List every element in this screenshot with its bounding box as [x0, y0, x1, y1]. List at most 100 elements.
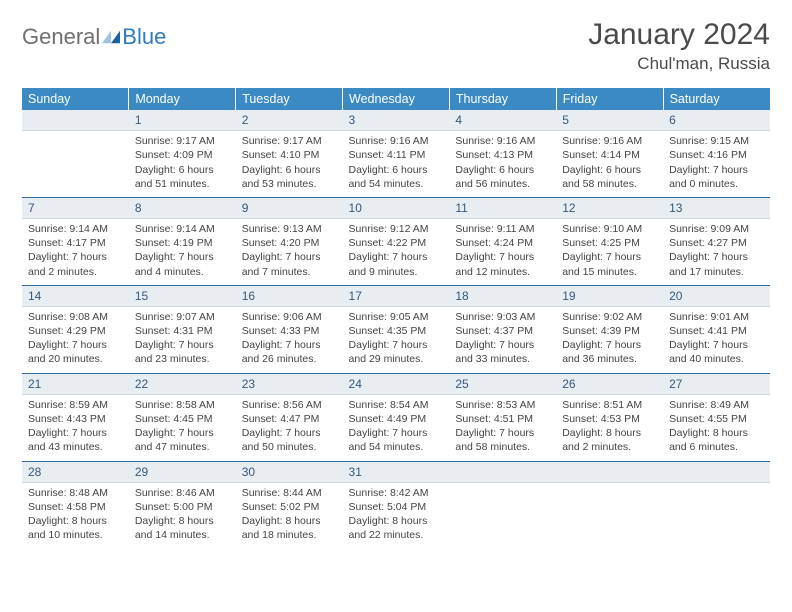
daylight-text: Daylight: 7 hours and 15 minutes.: [562, 250, 657, 278]
daylight-text: Daylight: 7 hours and 23 minutes.: [135, 338, 230, 366]
daylight-text: Daylight: 6 hours and 56 minutes.: [455, 163, 550, 191]
sunset-text: Sunset: 4:39 PM: [562, 324, 657, 338]
day-cell: 7Sunrise: 9:14 AMSunset: 4:17 PMDaylight…: [22, 198, 129, 285]
day-body: Sunrise: 9:16 AMSunset: 4:14 PMDaylight:…: [556, 131, 663, 197]
sunset-text: Sunset: 4:25 PM: [562, 236, 657, 250]
weekday-header: Wednesday: [343, 88, 450, 110]
day-body: Sunrise: 9:11 AMSunset: 4:24 PMDaylight:…: [449, 219, 556, 285]
daylight-text: Daylight: 8 hours and 10 minutes.: [28, 514, 123, 542]
sunset-text: Sunset: 5:00 PM: [135, 500, 230, 514]
sunrise-text: Sunrise: 9:14 AM: [135, 222, 230, 236]
weekday-header: Thursday: [449, 88, 556, 110]
day-cell: 9Sunrise: 9:13 AMSunset: 4:20 PMDaylight…: [236, 198, 343, 285]
day-cell: 11Sunrise: 9:11 AMSunset: 4:24 PMDayligh…: [449, 198, 556, 285]
sunset-text: Sunset: 4:49 PM: [349, 412, 444, 426]
day-cell: 21Sunrise: 8:59 AMSunset: 4:43 PMDayligh…: [22, 374, 129, 461]
sunrise-text: Sunrise: 9:16 AM: [562, 134, 657, 148]
week-row: 28Sunrise: 8:48 AMSunset: 4:58 PMDayligh…: [22, 462, 770, 549]
daylight-text: Daylight: 7 hours and 9 minutes.: [349, 250, 444, 278]
sunrise-text: Sunrise: 9:09 AM: [669, 222, 764, 236]
sunset-text: Sunset: 4:43 PM: [28, 412, 123, 426]
daylight-text: Daylight: 8 hours and 22 minutes.: [349, 514, 444, 542]
day-number: [22, 110, 129, 131]
day-body: Sunrise: 8:48 AMSunset: 4:58 PMDaylight:…: [22, 483, 129, 549]
daylight-text: Daylight: 7 hours and 47 minutes.: [135, 426, 230, 454]
day-body: Sunrise: 8:58 AMSunset: 4:45 PMDaylight:…: [129, 395, 236, 461]
sunset-text: Sunset: 4:35 PM: [349, 324, 444, 338]
daylight-text: Daylight: 7 hours and 4 minutes.: [135, 250, 230, 278]
day-body: Sunrise: 9:06 AMSunset: 4:33 PMDaylight:…: [236, 307, 343, 373]
day-number: 4: [449, 110, 556, 131]
week-row: 21Sunrise: 8:59 AMSunset: 4:43 PMDayligh…: [22, 374, 770, 461]
day-cell: 17Sunrise: 9:05 AMSunset: 4:35 PMDayligh…: [343, 286, 450, 373]
day-number: 11: [449, 198, 556, 219]
sunset-text: Sunset: 4:31 PM: [135, 324, 230, 338]
sunrise-text: Sunrise: 8:46 AM: [135, 486, 230, 500]
weekday-header: Saturday: [663, 88, 770, 110]
daylight-text: Daylight: 7 hours and 50 minutes.: [242, 426, 337, 454]
weekday-header: Friday: [556, 88, 663, 110]
sunset-text: Sunset: 4:16 PM: [669, 148, 764, 162]
sunset-text: Sunset: 4:29 PM: [28, 324, 123, 338]
day-number: 30: [236, 462, 343, 483]
day-cell: 29Sunrise: 8:46 AMSunset: 5:00 PMDayligh…: [129, 462, 236, 549]
sunrise-text: Sunrise: 9:15 AM: [669, 134, 764, 148]
title-block: January 2024 Chul'man, Russia: [588, 18, 770, 74]
day-number: 20: [663, 286, 770, 307]
sunrise-text: Sunrise: 9:14 AM: [28, 222, 123, 236]
day-body: Sunrise: 9:02 AMSunset: 4:39 PMDaylight:…: [556, 307, 663, 373]
sunset-text: Sunset: 4:09 PM: [135, 148, 230, 162]
day-number: 28: [22, 462, 129, 483]
day-cell: 25Sunrise: 8:53 AMSunset: 4:51 PMDayligh…: [449, 374, 556, 461]
sunset-text: Sunset: 4:53 PM: [562, 412, 657, 426]
sunrise-text: Sunrise: 8:42 AM: [349, 486, 444, 500]
sunset-text: Sunset: 4:41 PM: [669, 324, 764, 338]
page-header: General Blue January 2024 Chul'man, Russ…: [22, 18, 770, 74]
daylight-text: Daylight: 7 hours and 7 minutes.: [242, 250, 337, 278]
sunset-text: Sunset: 4:45 PM: [135, 412, 230, 426]
day-number: 18: [449, 286, 556, 307]
sunrise-text: Sunrise: 8:51 AM: [562, 398, 657, 412]
sunset-text: Sunset: 4:11 PM: [349, 148, 444, 162]
day-body: Sunrise: 9:08 AMSunset: 4:29 PMDaylight:…: [22, 307, 129, 373]
day-number: 15: [129, 286, 236, 307]
day-body: Sunrise: 8:42 AMSunset: 5:04 PMDaylight:…: [343, 483, 450, 549]
sunset-text: Sunset: 4:20 PM: [242, 236, 337, 250]
sunset-text: Sunset: 4:17 PM: [28, 236, 123, 250]
location: Chul'man, Russia: [588, 54, 770, 74]
daylight-text: Daylight: 7 hours and 17 minutes.: [669, 250, 764, 278]
sunrise-text: Sunrise: 9:17 AM: [135, 134, 230, 148]
daylight-text: Daylight: 7 hours and 54 minutes.: [349, 426, 444, 454]
weekday-header-row: Sunday Monday Tuesday Wednesday Thursday…: [22, 88, 770, 110]
brand-general: General: [22, 24, 100, 50]
sunrise-text: Sunrise: 8:54 AM: [349, 398, 444, 412]
day-cell: 27Sunrise: 8:49 AMSunset: 4:55 PMDayligh…: [663, 374, 770, 461]
day-body: Sunrise: 9:14 AMSunset: 4:17 PMDaylight:…: [22, 219, 129, 285]
day-body: Sunrise: 9:17 AMSunset: 4:09 PMDaylight:…: [129, 131, 236, 197]
day-number: 16: [236, 286, 343, 307]
day-cell: 1Sunrise: 9:17 AMSunset: 4:09 PMDaylight…: [129, 110, 236, 197]
day-body: Sunrise: 9:16 AMSunset: 4:11 PMDaylight:…: [343, 131, 450, 197]
day-body: Sunrise: 9:01 AMSunset: 4:41 PMDaylight:…: [663, 307, 770, 373]
day-cell: 20Sunrise: 9:01 AMSunset: 4:41 PMDayligh…: [663, 286, 770, 373]
day-body: Sunrise: 9:13 AMSunset: 4:20 PMDaylight:…: [236, 219, 343, 285]
sunrise-text: Sunrise: 9:13 AM: [242, 222, 337, 236]
day-number: 29: [129, 462, 236, 483]
weekday-header: Tuesday: [236, 88, 343, 110]
daylight-text: Daylight: 7 hours and 12 minutes.: [455, 250, 550, 278]
sunset-text: Sunset: 4:24 PM: [455, 236, 550, 250]
daylight-text: Daylight: 7 hours and 43 minutes.: [28, 426, 123, 454]
sunrise-text: Sunrise: 9:03 AM: [455, 310, 550, 324]
day-number: 21: [22, 374, 129, 395]
day-number: 12: [556, 198, 663, 219]
day-body: Sunrise: 9:10 AMSunset: 4:25 PMDaylight:…: [556, 219, 663, 285]
day-cell: 14Sunrise: 9:08 AMSunset: 4:29 PMDayligh…: [22, 286, 129, 373]
day-number: 26: [556, 374, 663, 395]
sunrise-text: Sunrise: 9:08 AM: [28, 310, 123, 324]
day-cell: 18Sunrise: 9:03 AMSunset: 4:37 PMDayligh…: [449, 286, 556, 373]
sunset-text: Sunset: 4:14 PM: [562, 148, 657, 162]
sunrise-text: Sunrise: 9:06 AM: [242, 310, 337, 324]
day-body: Sunrise: 8:44 AMSunset: 5:02 PMDaylight:…: [236, 483, 343, 549]
day-body: Sunrise: 8:59 AMSunset: 4:43 PMDaylight:…: [22, 395, 129, 461]
sunrise-text: Sunrise: 9:05 AM: [349, 310, 444, 324]
